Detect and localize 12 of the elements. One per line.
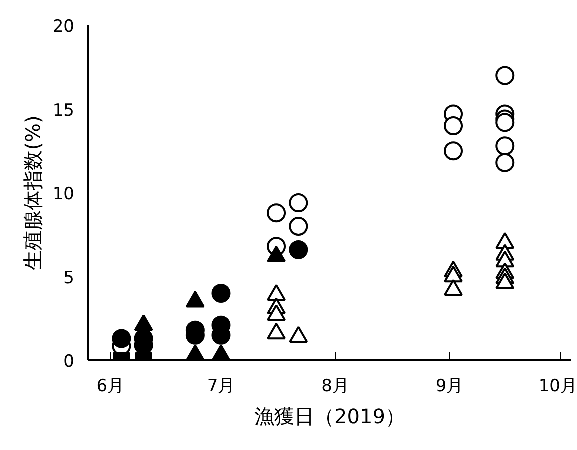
x-tick-label: 9月: [436, 376, 464, 396]
y-tick-label: 0: [64, 352, 75, 372]
x-tick-label: 8月: [322, 376, 350, 396]
x-tick-label: 10月: [538, 376, 577, 396]
y-tick-label: 5: [64, 268, 75, 288]
x-tick-label: 6月: [96, 376, 125, 396]
x-tick-label: 7月: [207, 376, 236, 396]
y-tick-label: 15: [52, 100, 75, 121]
y-tick-label: 10: [52, 184, 75, 204]
x-axis-title: 漁獲日（2019）: [254, 404, 406, 428]
y-tick-label: 20: [52, 17, 75, 37]
y-axis-title: 生殖腺体指数(%): [20, 116, 45, 270]
